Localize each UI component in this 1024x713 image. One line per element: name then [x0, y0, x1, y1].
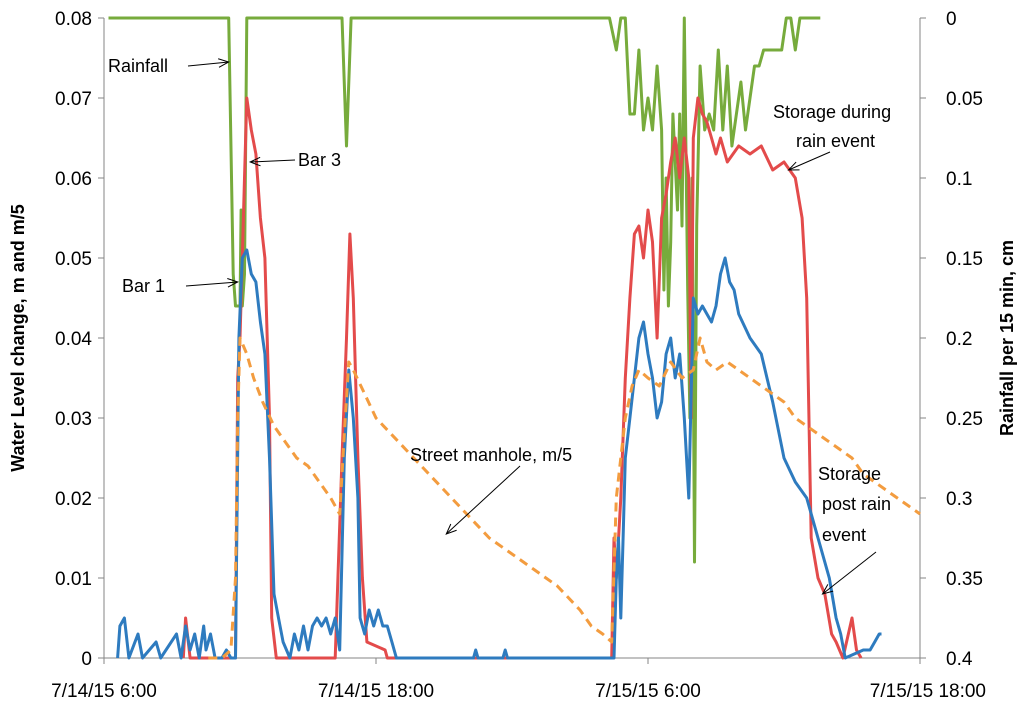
y-right-tick-label: 0.2 [946, 329, 972, 350]
annotation-arrow-head [821, 584, 834, 595]
annotation-storage-post-line1: Storage [818, 464, 881, 484]
annotation-arrow-head [227, 278, 240, 288]
annotation-bar-1: Bar 1 [122, 276, 165, 296]
annotation-arrow-head [445, 523, 457, 535]
annotation-arrow-line [822, 551, 877, 595]
y-right-tick-label: 0.1 [946, 169, 972, 190]
annotation-arrow-line [185, 281, 238, 287]
annotation-storage-post-line2: post rain [822, 494, 891, 514]
y-left-tick-label: 0.04 [55, 329, 92, 350]
annotation-storage-during-line2: rain event [796, 131, 875, 151]
x-tick-label: 7/15/15 6:00 [595, 681, 701, 702]
y-left-tick-label: 0.02 [55, 489, 92, 510]
x-tick-label: 7/15/15 18:00 [870, 681, 986, 702]
annotation-street-manhole: Street manhole, m/5 [410, 445, 572, 465]
y-right-tick-label: 0.3 [946, 489, 972, 510]
y-left-tick-label: 0 [81, 649, 92, 670]
annotation-storage-during-line1: Storage during [773, 102, 891, 122]
annotation-arrow-head [787, 161, 800, 171]
annotation-bar-3: Bar 3 [298, 150, 341, 170]
y-left-tick-label: 0.03 [55, 409, 92, 430]
y-left-tick-label: 0.08 [55, 9, 92, 30]
annotation-arrow-line [187, 61, 229, 67]
annotation-layer: Rainfall Bar 3 Bar 1 Street manhole, m/5… [108, 56, 891, 595]
tick-layer: 0 0.01 0.02 0.03 0.04 0.05 0.06 0.07 0.08 0 0.05 0.… [51, 9, 986, 702]
annotation-arrow-line [445, 465, 521, 535]
annotation-arrow-head [218, 58, 230, 68]
annotation-storage-post-line3: event [822, 525, 866, 545]
y-right-tick-label: 0.35 [946, 569, 983, 590]
y-left-tick-label: 0.07 [55, 89, 92, 110]
y-right-tick-label: 0 [946, 9, 957, 30]
y-right-tick-label: 0.05 [946, 89, 983, 110]
series-line-street-manhole-m-5 [208, 336, 921, 660]
annotation-arrow-line [250, 159, 296, 163]
y-axis-left-title: Water Level change, m and m/5 [8, 204, 28, 471]
y-right-tick-label: 0.25 [946, 409, 983, 430]
annotation-rainfall: Rainfall [108, 56, 168, 76]
y-left-tick-label: 0.06 [55, 169, 92, 190]
y-left-tick-label: 0.01 [55, 569, 92, 590]
x-tick-label: 7/14/15 18:00 [318, 681, 434, 702]
y-right-tick-label: 0.4 [946, 649, 973, 670]
y-right-tick-label: 0.15 [946, 249, 983, 270]
series-layer [108, 16, 921, 660]
x-tick-label: 7/14/15 6:00 [51, 681, 157, 702]
y-axis-right-title: Rainfall per 15 min, cm [997, 240, 1017, 436]
series-line-bar-3 [181, 96, 863, 660]
annotation-arrow-head [248, 156, 261, 167]
annotation-arrow-line [788, 151, 831, 171]
y-left-tick-label: 0.05 [55, 249, 92, 270]
series-line-rainfall [108, 16, 821, 564]
